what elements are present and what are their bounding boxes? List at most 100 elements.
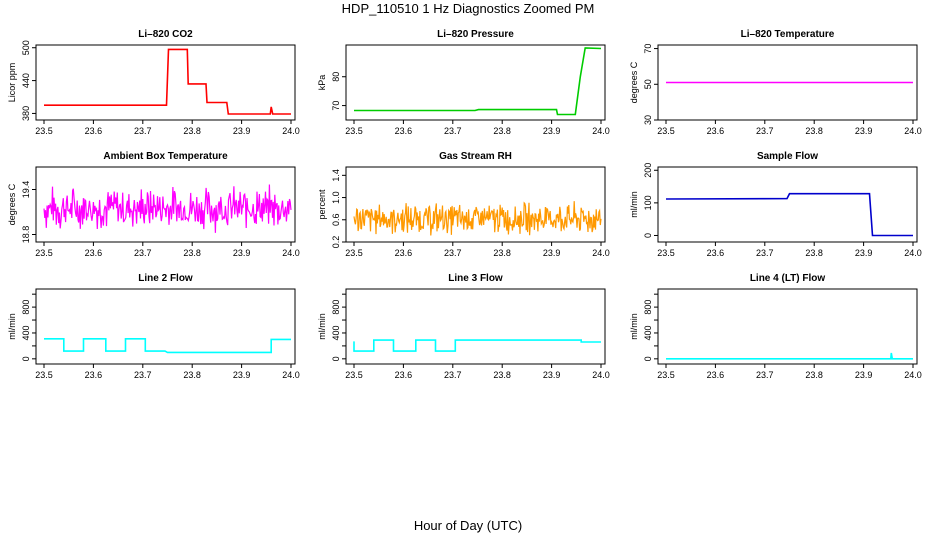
y-tick-label: 400 — [643, 325, 653, 340]
x-tick-label: 24.0 — [904, 370, 922, 380]
y-axis-label: ml/min — [629, 313, 639, 340]
x-tick-label: 23.7 — [134, 126, 152, 136]
panel-frame — [657, 44, 918, 121]
x-tick-label: 23.9 — [855, 126, 873, 136]
x-tick-label: 23.7 — [756, 126, 774, 136]
y-tick-label: 1.4 — [331, 169, 341, 182]
x-tick-label: 23.9 — [543, 370, 561, 380]
y-tick-label: 0 — [331, 356, 341, 361]
x-tick-label: 23.7 — [444, 248, 462, 258]
panel-frame — [657, 166, 918, 243]
x-tick-label: 23.5 — [35, 370, 53, 380]
x-tick-label: 23.6 — [707, 248, 725, 258]
panel-frame — [35, 288, 296, 365]
y-tick-label: 50 — [643, 79, 653, 89]
y-axis-label: ml/min — [7, 313, 17, 340]
y-tick-label: 80 — [331, 72, 341, 82]
y-tick-label: 0 — [643, 233, 653, 238]
panel-frame — [345, 166, 606, 243]
x-tick-label: 23.6 — [85, 370, 103, 380]
x-tick-label: 23.7 — [756, 370, 774, 380]
x-tick-label: 23.6 — [707, 126, 725, 136]
panel-frame — [35, 166, 296, 243]
panel-9: Line 4 (LT) Flow 23.5 23.6 23.7 23.8 23.9 24.0… — [629, 273, 922, 380]
x-tick-label: 24.0 — [282, 370, 300, 380]
x-tick-label: 23.5 — [345, 126, 363, 136]
y-axis-label: degrees C — [7, 183, 17, 225]
panel-frame — [35, 44, 296, 121]
x-tick-label: 23.8 — [493, 126, 511, 136]
y-tick-label: 0 — [21, 356, 31, 361]
y-axis-label: Licor ppm — [7, 63, 17, 103]
x-tick-label: 23.9 — [543, 126, 561, 136]
x-tick-label: 23.5 — [657, 126, 675, 136]
figure-title: HDP_110510 1 Hz Diagnostics Zoomed PM — [341, 1, 595, 16]
y-tick-label: 30 — [643, 115, 653, 125]
x-tick-label: 23.7 — [756, 248, 774, 258]
x-tick-label: 23.5 — [657, 370, 675, 380]
panel-frame — [345, 44, 606, 121]
x-tick-label: 23.6 — [395, 248, 413, 258]
x-tick-label: 24.0 — [282, 248, 300, 258]
x-tick-label: 23.7 — [134, 248, 152, 258]
y-tick-label: 400 — [331, 325, 341, 340]
y-tick-label: 380 — [21, 106, 31, 121]
y-tick-label: 800 — [643, 300, 653, 315]
x-tick-label: 23.8 — [183, 248, 201, 258]
panel-title: Sample Flow — [757, 151, 818, 162]
panel-frame — [345, 288, 606, 365]
y-tick-label: 70 — [643, 44, 653, 54]
y-axis-label: degrees C — [629, 61, 639, 103]
panel-title: Ambient Box Temperature — [103, 151, 228, 162]
y-tick-label: 100 — [643, 195, 653, 210]
x-tick-label: 23.8 — [805, 248, 823, 258]
x-tick-label: 23.6 — [85, 126, 103, 136]
x-tick-label: 23.8 — [183, 370, 201, 380]
series-line — [44, 48, 291, 115]
x-tick-label: 23.8 — [183, 126, 201, 136]
x-tick-label: 23.9 — [233, 126, 251, 136]
x-tick-label: 23.8 — [493, 370, 511, 380]
x-tick-label: 23.7 — [444, 370, 462, 380]
panel-7: Line 2 Flow 23.5 23.6 23.7 23.8 23.9 24.0 0 400 8… — [7, 273, 300, 380]
x-tick-label: 23.8 — [805, 370, 823, 380]
x-tick-label: 23.6 — [395, 126, 413, 136]
series-line — [44, 338, 291, 354]
x-tick-label: 23.5 — [35, 126, 53, 136]
panel-frame — [657, 288, 918, 365]
x-tick-label: 23.5 — [657, 248, 675, 258]
series-line — [353, 201, 602, 236]
series-line — [666, 352, 913, 360]
series-line — [353, 339, 601, 352]
y-tick-label: 200 — [643, 163, 653, 178]
y-axis-label: kPa — [317, 75, 327, 91]
y-tick-label: 0.2 — [331, 236, 341, 249]
x-tick-label: 23.7 — [444, 126, 462, 136]
x-tick-label: 23.6 — [85, 248, 103, 258]
y-axis-label: ml/min — [317, 313, 327, 340]
y-tick-label: 19.4 — [21, 181, 31, 199]
panel-8: Line 3 Flow 23.5 23.6 23.7 23.8 23.9 24.0 0 400 8… — [317, 273, 610, 380]
x-tick-label: 24.0 — [282, 126, 300, 136]
y-tick-label: 400 — [21, 325, 31, 340]
panel-1: Li–820 CO2 23.5 23.6 23.7 23.8 23.9 24.0 380 440… — [7, 29, 300, 136]
panel-3: Li–820 Temperature 23.5 23.6 23.7 23.8 23.9 24… — [629, 29, 922, 136]
x-tick-label: 24.0 — [592, 126, 610, 136]
panel-5: Gas Stream RH 23.5 23.6 23.7 23.8 23.9 24.0 0.2… — [317, 151, 610, 258]
y-tick-label: 0 — [643, 356, 653, 361]
y-tick-label: 800 — [21, 300, 31, 315]
x-tick-label: 23.8 — [493, 248, 511, 258]
y-tick-label: 18.8 — [21, 226, 31, 244]
x-tick-label: 24.0 — [904, 248, 922, 258]
panel-2: Li–820 Pressure 23.5 23.6 23.7 23.8 23.9 24.0 7… — [317, 29, 610, 136]
x-tick-label: 23.9 — [855, 370, 873, 380]
x-tick-label: 23.9 — [233, 248, 251, 258]
y-tick-label: 500 — [21, 40, 31, 55]
x-tick-label: 23.5 — [345, 248, 363, 258]
x-tick-label: 23.8 — [805, 126, 823, 136]
x-tick-label: 23.6 — [707, 370, 725, 380]
x-tick-label: 24.0 — [592, 370, 610, 380]
x-tick-label: 23.5 — [35, 248, 53, 258]
y-tick-label: 800 — [331, 300, 341, 315]
panel-title: Li–820 CO2 — [138, 29, 193, 40]
